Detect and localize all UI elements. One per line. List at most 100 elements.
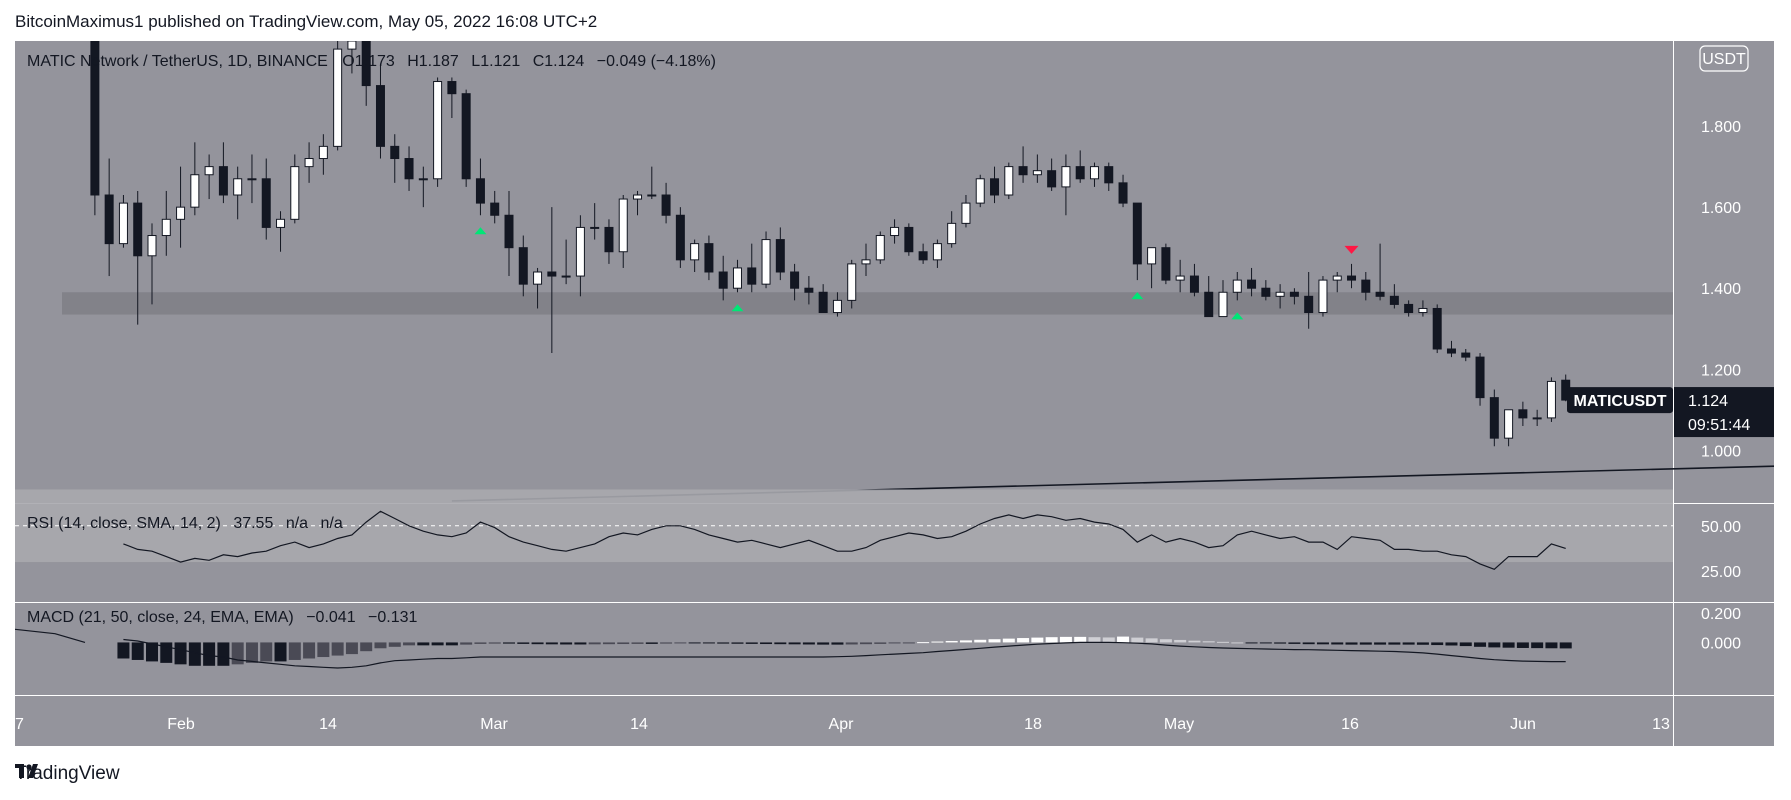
macd-histogram-bar bbox=[488, 642, 501, 644]
macd-histogram-bar bbox=[288, 642, 301, 660]
macd-histogram-bar bbox=[731, 642, 744, 644]
macd-histogram-bar bbox=[1031, 637, 1044, 643]
time-axis[interactable] bbox=[15, 696, 1673, 746]
macd-layer bbox=[15, 628, 1572, 669]
bullish-candle bbox=[732, 267, 742, 289]
bearish-candle bbox=[261, 178, 271, 228]
low-label: L bbox=[471, 53, 480, 70]
bullish-candle bbox=[890, 226, 900, 237]
bearish-candle bbox=[1389, 295, 1399, 305]
bearish-candle bbox=[990, 178, 1000, 196]
bearish-candle bbox=[218, 166, 228, 196]
buy-signal-marker bbox=[731, 304, 744, 312]
macd-histogram-bar bbox=[1259, 642, 1272, 644]
footer[interactable]: TradingView bbox=[15, 763, 120, 785]
macd-histogram-bar bbox=[1017, 638, 1030, 643]
bearish-candle bbox=[1189, 275, 1199, 293]
bearish-candle bbox=[90, 41, 100, 196]
macd-histogram-bar bbox=[688, 642, 701, 644]
macd-histogram-bar bbox=[1145, 638, 1158, 643]
macd-histogram-bar bbox=[1359, 642, 1372, 645]
ticker-tag-box bbox=[1567, 387, 1673, 414]
price-tick-label: 1.200 bbox=[1701, 362, 1741, 379]
macd-histogram-bar bbox=[374, 642, 387, 649]
bearish-candle bbox=[1518, 409, 1528, 419]
macd-histogram-bar bbox=[774, 642, 787, 645]
bullish-candle bbox=[176, 206, 186, 220]
bearish-candle bbox=[490, 202, 500, 216]
macd-histogram-bar bbox=[1516, 642, 1529, 648]
bearish-candle bbox=[790, 271, 800, 289]
currency-badge[interactable]: USDT bbox=[1699, 45, 1749, 72]
macd-histogram-bar bbox=[417, 642, 430, 646]
bullish-candle bbox=[318, 145, 328, 160]
bullish-candle bbox=[861, 259, 871, 265]
macd-histogram-bar bbox=[1188, 640, 1201, 643]
bearish-candle bbox=[133, 202, 143, 257]
open-value: 1.173 bbox=[355, 53, 395, 70]
macd-histogram-bar bbox=[702, 642, 715, 644]
bullish-candle bbox=[1532, 417, 1542, 420]
macd-histogram-bar bbox=[1202, 641, 1215, 643]
close-value: 1.124 bbox=[544, 53, 584, 70]
bearish-candle bbox=[604, 226, 614, 253]
macd-histogram-bar bbox=[274, 642, 287, 662]
bullish-candle bbox=[761, 239, 771, 285]
rsi-line bbox=[123, 510, 1566, 570]
macd-title: MACD (21, 50, close, 24, EMA, EMA) bbox=[27, 609, 294, 626]
price-pane[interactable] bbox=[15, 41, 1673, 503]
date-tick-label: Apr bbox=[829, 716, 855, 733]
support-zone bbox=[62, 292, 1673, 315]
macd-histogram-bar bbox=[146, 642, 158, 662]
change-value: −0.049 (−4.18%) bbox=[597, 53, 716, 70]
high-label: H bbox=[407, 53, 419, 70]
macd-histogram-bar bbox=[403, 642, 416, 646]
last-price-label: 1.124 bbox=[1688, 393, 1728, 410]
macd-histogram-bar bbox=[1545, 642, 1558, 649]
macd-histogram-bar bbox=[531, 642, 544, 645]
bullish-candle bbox=[290, 166, 300, 220]
bearish-candle bbox=[661, 194, 671, 216]
macd-histogram-bar bbox=[517, 642, 530, 644]
macd-histogram-bar bbox=[474, 642, 487, 644]
macd-histogram-bar bbox=[617, 642, 630, 645]
date-tick-label: 13 bbox=[1652, 716, 1670, 733]
macd-line-leadin bbox=[15, 628, 86, 644]
macd-legend: MACD (21, 50, close, 24, EMA, EMA) −0.04… bbox=[27, 609, 418, 626]
rsi-title: RSI (14, close, SMA, 14, 2) bbox=[27, 515, 221, 532]
bearish-candle bbox=[361, 41, 371, 87]
bullish-candle bbox=[975, 178, 985, 204]
bearish-candle bbox=[1361, 279, 1371, 293]
bearish-candle bbox=[1118, 182, 1128, 204]
bearish-candle bbox=[918, 251, 928, 261]
macd-histogram-bar bbox=[1074, 636, 1087, 643]
macd-histogram-bar bbox=[503, 642, 515, 644]
bullish-candle bbox=[304, 158, 314, 168]
macd-histogram-bar bbox=[902, 642, 915, 644]
macd-histogram-bar bbox=[631, 642, 644, 644]
bullish-candle bbox=[418, 178, 428, 181]
bullish-candle bbox=[1546, 380, 1556, 419]
bullish-candle bbox=[233, 178, 243, 196]
macd-histogram-bar bbox=[231, 642, 244, 665]
bullish-candle bbox=[1418, 307, 1428, 314]
buy-signal-marker bbox=[1131, 292, 1144, 300]
macd-histogram-bar bbox=[360, 642, 373, 652]
macd-histogram-bar bbox=[817, 642, 830, 645]
tradingview-brand: TradingView bbox=[15, 763, 120, 784]
price-series-layer bbox=[62, 41, 1774, 502]
macd-histogram-bar bbox=[317, 642, 330, 658]
macd-histogram-bar bbox=[588, 642, 601, 645]
chart-svg: 1.800 1.600 1.400 1.200 1.000 50.00 25.00 0.200… bbox=[15, 41, 1774, 746]
date-tick-label: Feb bbox=[167, 716, 195, 733]
price-tick-label: 1.000 bbox=[1701, 443, 1741, 460]
chart-frame[interactable]: 1.800 1.600 1.400 1.200 1.000 50.00 25.00 0.200… bbox=[14, 40, 1775, 747]
bullish-candle bbox=[247, 178, 257, 181]
macd-value-2: −0.131 bbox=[368, 609, 417, 626]
macd-histogram-bar bbox=[1416, 642, 1429, 645]
macd-histogram-bar bbox=[974, 639, 987, 643]
rsi-tick-label: 50.00 bbox=[1701, 519, 1741, 536]
macd-histogram-bar bbox=[1388, 642, 1401, 645]
macd-histogram-bar bbox=[645, 642, 658, 644]
macd-histogram-bar bbox=[460, 642, 473, 645]
